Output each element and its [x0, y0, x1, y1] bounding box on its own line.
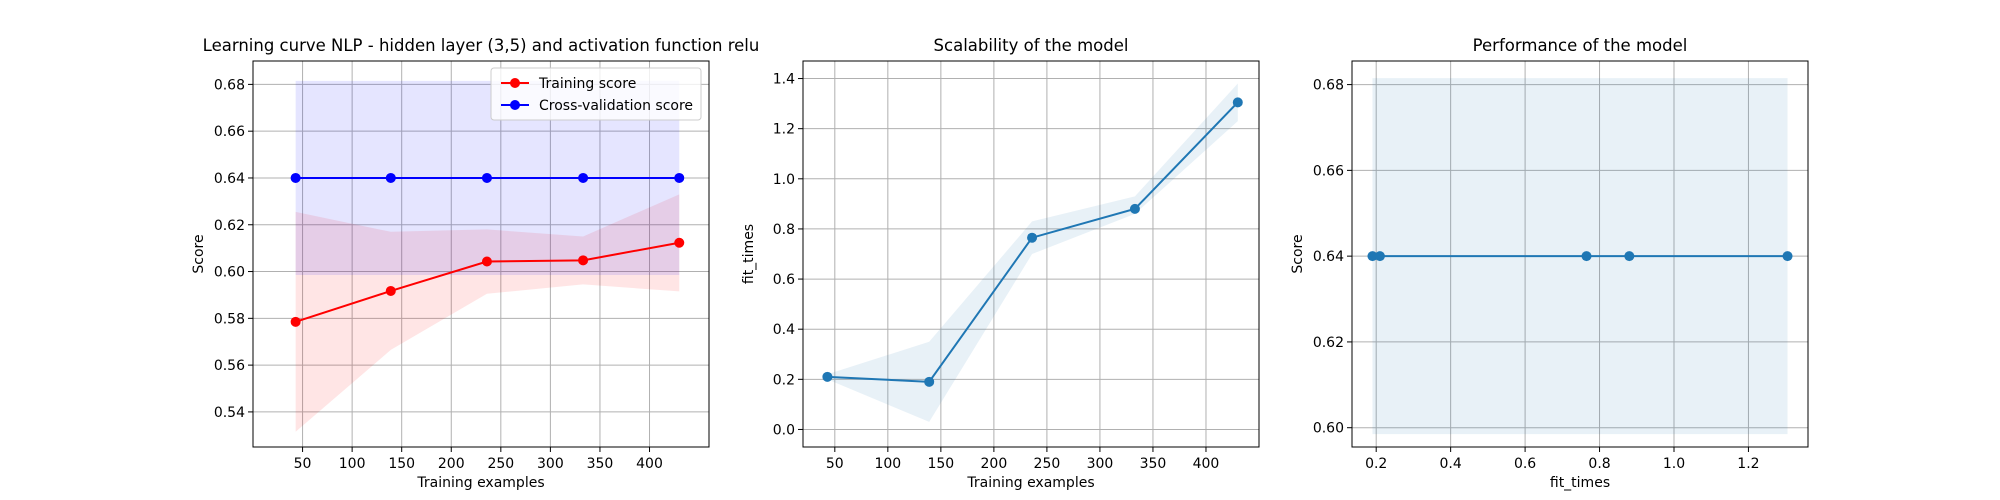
chart-title: Performance of the model — [1473, 36, 1688, 55]
y-tick-label: 0.4 — [773, 322, 795, 338]
data-point — [578, 255, 589, 266]
y-tick-label: 0.60 — [214, 265, 245, 281]
y-tick-label: 0.68 — [1313, 78, 1344, 94]
data-point — [385, 285, 396, 296]
plot-frame — [252, 60, 710, 448]
legend-label: Cross-validation score — [539, 98, 693, 114]
data-point — [674, 237, 685, 248]
data-point — [1624, 251, 1635, 262]
data-point — [924, 376, 935, 387]
x-tick-label: 350 — [587, 456, 614, 472]
x-axis-label: Training examples — [966, 475, 1094, 491]
data-point — [385, 172, 396, 183]
x-tick-label: 0.6 — [1514, 456, 1536, 472]
y-tick-label: 0.62 — [214, 218, 245, 234]
data-point — [578, 172, 589, 183]
data-point — [1232, 97, 1243, 108]
legend-box — [490, 67, 702, 121]
y-tick-label: 0.6 — [773, 272, 795, 288]
y-axis-label: Score — [1290, 234, 1306, 273]
y-tick-label: 0.62 — [1313, 335, 1344, 351]
y-tick-label: 0.54 — [214, 405, 245, 421]
data-point — [481, 172, 492, 183]
data-point — [481, 256, 492, 267]
y-tick-label: 0.2 — [773, 372, 795, 388]
x-tick-label: 150 — [927, 456, 954, 472]
y-tick-label: 1.4 — [773, 72, 795, 88]
y-axis-label: fit_times — [741, 224, 757, 284]
data-point — [1581, 251, 1592, 262]
x-tick-label: 200 — [981, 456, 1008, 472]
y-tick-label: 0.8 — [773, 222, 795, 238]
band-1 — [295, 194, 680, 432]
x-tick-label: 50 — [826, 456, 844, 472]
y-tick-label: 0.66 — [1313, 163, 1344, 179]
y-tick-label: 0.0 — [773, 422, 795, 438]
x-tick-label: 1.2 — [1737, 456, 1759, 472]
plot-frame — [1351, 60, 1809, 448]
chart-2: 50 100 150 200 250 300 350 400 0.0 0.2 0.4 0.6 0.8 1.… — [741, 36, 1260, 491]
x-tick-label: 1.0 — [1663, 456, 1685, 472]
y-tick-label: 0.66 — [214, 124, 245, 140]
y-tick-label: 0.68 — [214, 77, 245, 93]
x-tick-label: 400 — [1193, 456, 1220, 472]
data-point — [1782, 251, 1793, 262]
plot-frame — [802, 60, 1260, 448]
x-tick-label: 250 — [1034, 456, 1061, 472]
x-tick-label: 400 — [636, 456, 663, 472]
y-axis-label: Score — [191, 234, 207, 273]
data-point — [1374, 251, 1385, 262]
x-tick-label: 100 — [339, 456, 366, 472]
x-tick-label: 0.4 — [1440, 456, 1462, 472]
data-point — [674, 172, 685, 183]
legend: Training score Cross-validation score — [490, 67, 702, 121]
chart-3: 0.2 0.4 0.6 0.8 1.0 1.2 0.60 0.62 0.64 0.66 0.68 Pe… — [1290, 36, 1809, 491]
x-tick-label: 250 — [487, 456, 514, 472]
x-tick-label: 0.2 — [1365, 456, 1387, 472]
y-tick-label: 1.0 — [773, 172, 795, 188]
x-axis-label: Training examples — [416, 475, 544, 491]
x-tick-label: 150 — [388, 456, 415, 472]
x-tick-label: 300 — [1087, 456, 1114, 472]
y-tick-label: 0.64 — [1313, 249, 1344, 265]
legend-label: Training score — [538, 76, 636, 92]
x-tick-label: 0.8 — [1588, 456, 1610, 472]
y-tick-label: 0.58 — [214, 311, 245, 327]
band-1 — [827, 83, 1238, 422]
y-tick-label: 1.2 — [773, 122, 795, 138]
legend-marker — [510, 100, 520, 110]
data-point — [290, 316, 301, 327]
data-point — [1367, 251, 1378, 262]
x-tick-label: 200 — [438, 456, 465, 472]
x-tick-label: 100 — [874, 456, 901, 472]
y-tick-label: 0.64 — [214, 171, 245, 187]
data-point — [822, 371, 833, 382]
y-tick-label: 0.56 — [214, 358, 245, 374]
data-point — [1129, 203, 1140, 214]
chart-title: Scalability of the model — [934, 36, 1129, 55]
data-point — [290, 172, 301, 183]
data-point — [1027, 232, 1038, 243]
legend-marker — [510, 78, 520, 88]
x-tick-label: 50 — [294, 456, 312, 472]
y-tick-label: 0.60 — [1313, 421, 1344, 437]
chart-title: Learning curve NLP - hidden layer (3,5) … — [203, 36, 760, 55]
x-tick-label: 350 — [1140, 456, 1167, 472]
x-axis-label: fit_times — [1550, 475, 1610, 491]
x-tick-label: 300 — [537, 456, 564, 472]
chart-1: 50 100 150 200 250 300 350 400 0.54 0.56 0.58 0.60 0… — [191, 36, 759, 491]
